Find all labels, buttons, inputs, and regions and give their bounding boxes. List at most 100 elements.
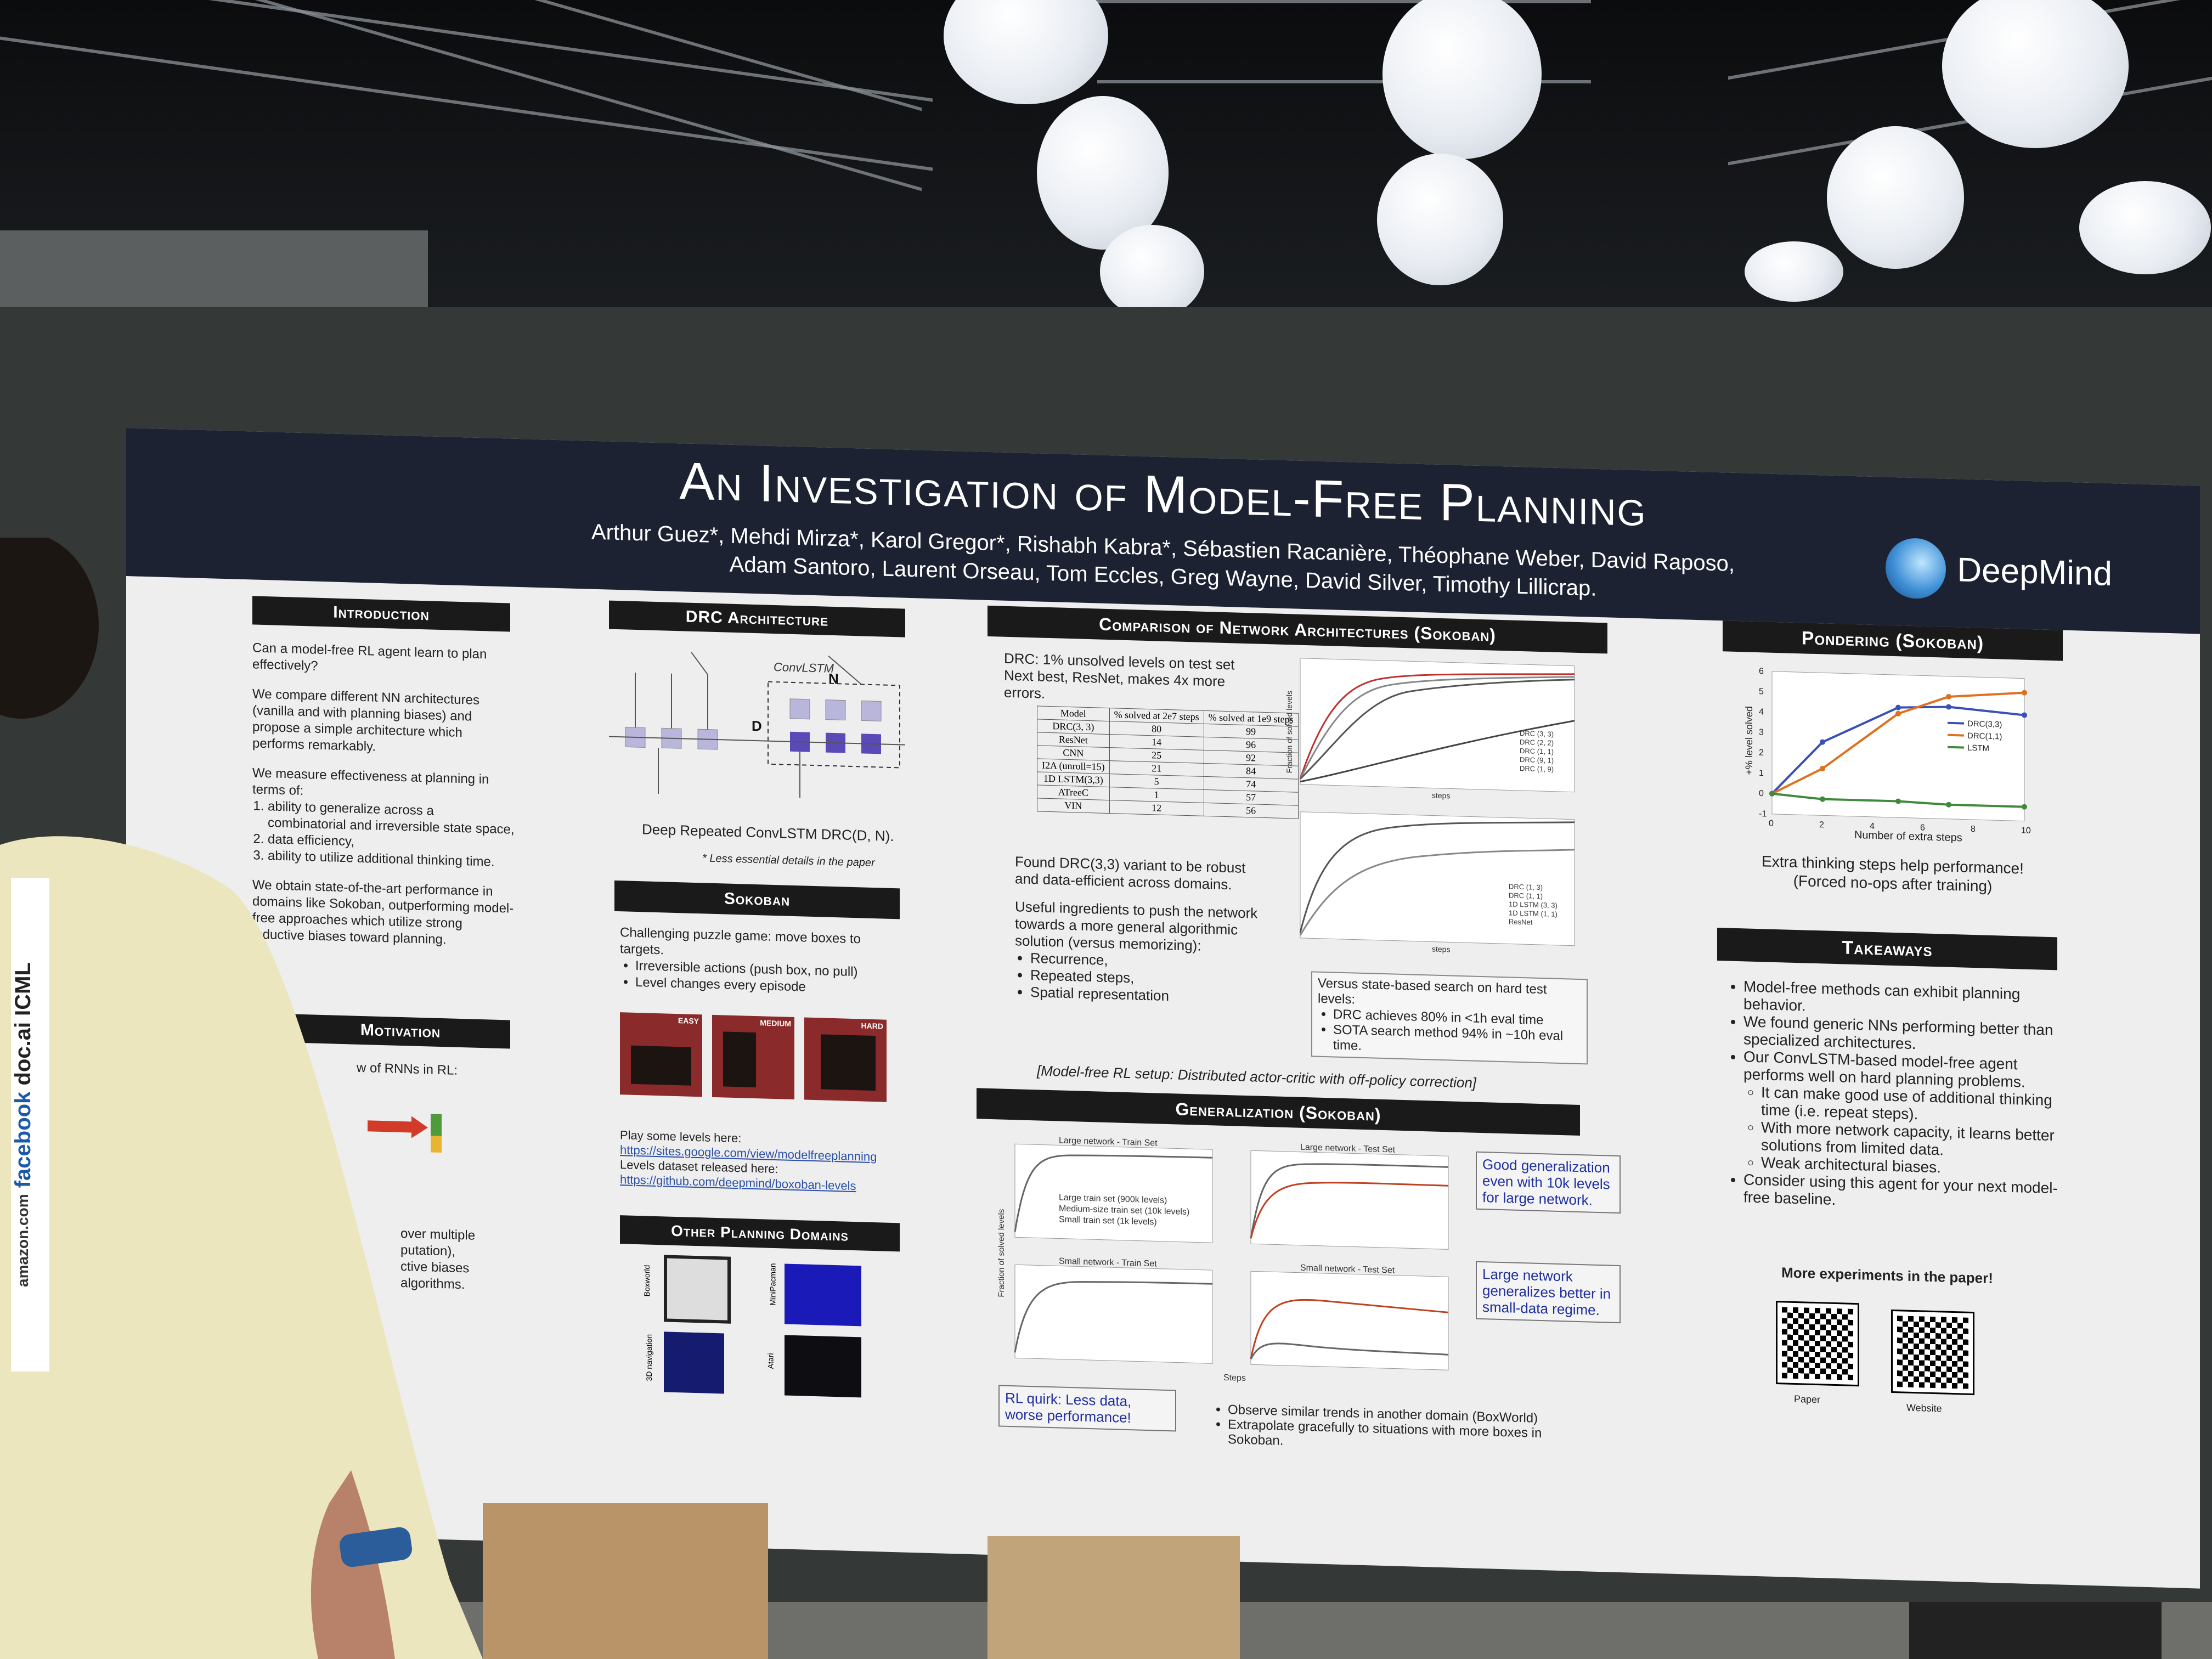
table-cell: 12 [1109, 800, 1204, 816]
gen-xlabel: Steps [1223, 1373, 1246, 1383]
legend-label: DRC(3,3) [1967, 719, 2002, 730]
x-tick-label: 6 [1920, 823, 1925, 832]
legend-top-item: DRC (1, 9) [1520, 764, 1554, 774]
balloon-light [1745, 241, 1843, 302]
other-domains-grid: Boxworld MiniPacman 3D navigation Atari [620, 1254, 905, 1426]
balloon-light [944, 0, 1108, 104]
legend-top-item: DRC (3, 3) [1520, 729, 1554, 738]
balloon-light [1942, 0, 2129, 148]
table-cell: VIN [1037, 798, 1110, 814]
background-person-legs [1909, 1602, 2162, 1659]
curve-drc91 [1300, 720, 1575, 783]
data-point [1895, 704, 1901, 710]
plot-xlabel-top: steps [1432, 791, 1450, 800]
legend-bottom-item: DRC (1, 3) [1509, 882, 1543, 891]
drc-connection [635, 672, 708, 730]
gen-legend-item: Medium-size train set (10k levels) [1059, 1204, 1189, 1217]
gen-legend-item: Small train set (1k levels) [1059, 1215, 1157, 1227]
rl-setup: [Model-free RL setup: Distributed actor-… [1037, 1062, 1477, 1091]
plot-ylabel: Fraction of solved levels [1285, 691, 1294, 774]
curve-drc33 [1299, 673, 1575, 780]
drc-connection [658, 748, 800, 798]
x-tick-label: 0 [1769, 819, 1774, 828]
gen-panel-frame [1014, 1264, 1213, 1364]
data-point [1895, 710, 1901, 716]
data-point [2022, 690, 2027, 696]
gen-curve [1250, 1163, 1449, 1239]
background-person-legs [483, 1503, 768, 1659]
lanyard-item: amazon.com [14, 1194, 31, 1287]
y-tick-label: -1 [1759, 809, 1767, 819]
legend-top-item: DRC (1, 1) [1520, 747, 1554, 756]
sokoban-level-easy: EASY [620, 1012, 702, 1097]
sokoban-links: Play some levels here: https://sites.goo… [620, 1127, 916, 1195]
person-shirt [0, 836, 483, 1659]
pondering-chart: +% level solved Number of extra steps 6 5… [1743, 667, 2031, 844]
drc-note: * Less essential details in the paper [702, 852, 875, 870]
table-cell: CNN [1037, 745, 1110, 761]
comparison-text: DRC: 1% unsolved levels on test set Next… [1004, 650, 1256, 708]
plot-bottom-frame [1300, 811, 1575, 946]
comparison-p3: Found DRC(3,3) variant to be robust and … [1015, 853, 1246, 893]
callout-good-generalization: Good generalization even with 10k levels… [1476, 1151, 1621, 1214]
drc-connection [691, 652, 862, 685]
curve-drc11 [1299, 679, 1575, 780]
motivation-arrow-body [368, 1120, 411, 1133]
deepmind-logo-icon [1886, 537, 1946, 600]
level-floor [723, 1031, 756, 1088]
level-label: EASY [678, 1016, 699, 1026]
level-label: HARD [861, 1021, 883, 1031]
paper-qr-code[interactable] [1776, 1300, 1859, 1387]
poster: An Investigation of Model-Free Planning … [126, 428, 2200, 1589]
data-point [1820, 796, 1825, 802]
drc-convlstm-label: ConvLSTM [774, 660, 834, 675]
legend-bottom-item: 1D LSTM (1, 1) [1509, 909, 1558, 918]
generalization-header: Generalization (Sokoban) [977, 1088, 1580, 1136]
takeaways-header: Takeaways [1717, 928, 2057, 970]
legend-bottom-item: ResNet [1509, 917, 1533, 926]
gen-curve [1014, 1154, 1213, 1232]
gen-legend-item: Large train set (900k levels) [1059, 1193, 1167, 1205]
sokoban-header: Sokoban [614, 880, 900, 919]
x-tick-label: 8 [1971, 825, 1976, 834]
balloon-light [1100, 225, 1204, 318]
data-point [1895, 798, 1901, 804]
callout-large-network: Large network generalizes better in smal… [1476, 1261, 1621, 1324]
comparison-p4: Useful ingredients to push the network t… [1015, 898, 1258, 954]
y-tick-label: 2 [1759, 748, 1764, 758]
minipacman-label: MiniPacman [768, 1263, 777, 1306]
chart-ylabel: +% level solved [1743, 706, 1754, 775]
legend-swatch [1948, 721, 1964, 725]
gen-panel-title: Small network - Test Set [1300, 1263, 1395, 1276]
search-box: Versus state-based search on hard test l… [1311, 971, 1588, 1065]
boxworld-thumb [664, 1255, 731, 1324]
curve-bottom-2 [1299, 849, 1575, 936]
drc-cell [789, 698, 810, 720]
gen-panel-frame [1014, 1143, 1213, 1243]
website-qr-code[interactable] [1891, 1309, 1974, 1396]
table-cell: ResNet [1037, 732, 1110, 748]
callout-rl-quirk: RL quirk: Less data, worse performance! [998, 1385, 1176, 1432]
person-foreground [0, 538, 483, 1659]
data-point [1946, 802, 1951, 808]
legend-label: DRC(1,1) [1967, 731, 2002, 742]
comparison-more: Found DRC(3,3) variant to be robust and … [1015, 853, 1267, 1007]
drc-diagram: ConvLSTM N D [609, 652, 905, 798]
paper-qr-label: Paper [1794, 1393, 1821, 1406]
drc-connection [609, 736, 905, 746]
y-tick-label: 5 [1759, 687, 1764, 696]
balloon-light [1037, 96, 1169, 250]
gen-curve [1250, 1299, 1449, 1359]
y-tick-label: 0 [1759, 789, 1764, 798]
gen-curve [1014, 1281, 1213, 1353]
navigation-thumb [664, 1331, 724, 1394]
legend-label: LSTM [1967, 743, 1989, 753]
gen-panel-frame [1250, 1271, 1449, 1370]
logo-text: DeepMind [1957, 550, 2112, 593]
gen-curve [1250, 1342, 1449, 1359]
level-floor [631, 1045, 691, 1086]
legend-bottom-item: 1D LSTM (3, 3) [1509, 900, 1558, 909]
more-experiments: More experiments in the paper! [1781, 1264, 1993, 1287]
gen-panel-frame [1250, 1150, 1449, 1250]
results-table: Model % solved at 2e7 steps % solved at … [1037, 706, 1299, 819]
